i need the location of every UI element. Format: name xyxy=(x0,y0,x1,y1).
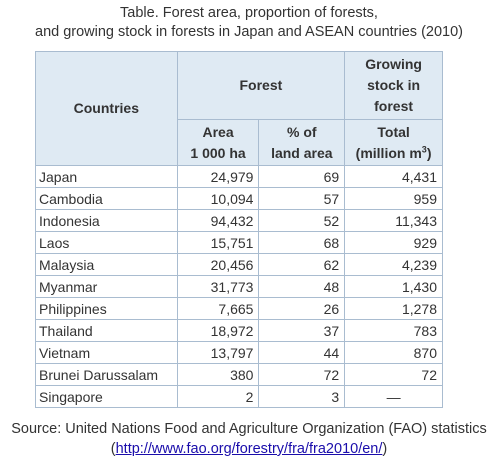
cell-growing-stock: 1,430 xyxy=(344,275,443,298)
source-line-2: (http://www.fao.org/forestry/fra/fra2010… xyxy=(0,439,498,459)
header-total-line-2: (million m3) xyxy=(349,143,438,164)
cell-country: Laos xyxy=(35,231,178,254)
cell-area: 20,456 xyxy=(176,253,260,276)
cell-area: 10,094 xyxy=(176,187,260,210)
header-forest-label: Forest xyxy=(239,77,283,93)
cell-area: 2 xyxy=(176,385,260,408)
source-paren-close: ) xyxy=(382,441,388,457)
header-area: Area 1 000 ha xyxy=(176,119,260,166)
cell-growing-stock: 1,278 xyxy=(344,297,443,320)
cell-country: Malaysia xyxy=(35,253,178,276)
cell-percent-land: 62 xyxy=(258,253,346,276)
cell-percent-land: 44 xyxy=(258,341,346,364)
header-total-line-1: Total xyxy=(377,123,410,140)
header-total-unit: (million m xyxy=(355,144,422,161)
cell-percent-land: 26 xyxy=(258,297,346,320)
table-row: Indonesia 94,432 52 11,343 xyxy=(35,209,443,232)
cell-growing-stock: — xyxy=(344,385,443,408)
header-row-1: Countries Forest Growing stock in forest xyxy=(35,51,443,166)
forest-table: Countries Forest Growing stock in forest… xyxy=(35,51,443,408)
table-row: Brunei Darussalam 380 72 72 xyxy=(35,363,443,386)
cell-country: Philippines xyxy=(35,297,178,320)
caption-line-2: and growing stock in forests in Japan an… xyxy=(35,24,463,40)
table-row: Japan 24,979 69 4,431 xyxy=(35,165,443,188)
table-row: Laos 15,751 68 929 xyxy=(35,231,443,254)
cell-country: Thailand xyxy=(35,319,178,342)
cell-area: 7,665 xyxy=(176,297,260,320)
header-pct-line-2: land area xyxy=(271,144,333,161)
header-growing-line-3: forest xyxy=(374,98,414,114)
cell-country: Indonesia xyxy=(35,209,178,232)
cell-country: Cambodia xyxy=(35,187,178,210)
header-total-superscript: 3 xyxy=(421,143,427,154)
cell-growing-stock: 11,343 xyxy=(344,209,443,232)
caption-line-1: Table. Forest area, proportion of forest… xyxy=(120,5,378,21)
cell-area: 94,432 xyxy=(176,209,260,232)
cell-area: 24,979 xyxy=(176,165,260,188)
source-paren-open: ( xyxy=(110,441,116,457)
cell-country: Brunei Darussalam xyxy=(35,363,178,386)
header-row-2: Area 1 000 ha % of land area Total (mill… xyxy=(36,119,443,166)
cell-percent-land: 57 xyxy=(258,187,346,210)
table-caption: Table. Forest area, proportion of forest… xyxy=(0,4,498,42)
header-countries-label: Countries xyxy=(73,100,139,116)
cell-country: Japan xyxy=(35,165,178,188)
table-row: Myanmar 31,773 48 1,430 xyxy=(35,275,443,298)
cell-country: Myanmar xyxy=(35,275,178,298)
header-growing-line-1: Growing xyxy=(365,56,422,72)
cell-percent-land: 48 xyxy=(258,275,346,298)
header-area-line-2: 1 000 ha xyxy=(190,144,246,161)
cell-area: 18,972 xyxy=(176,319,260,342)
table-row: Philippines 7,665 26 1,278 xyxy=(35,297,443,320)
table-row: Malaysia 20,456 62 4,239 xyxy=(35,253,443,276)
source-line-1: Source: United Nations Food and Agricult… xyxy=(11,421,487,437)
header-countries: Countries xyxy=(35,51,178,166)
table-row: Vietnam 13,797 44 870 xyxy=(35,341,443,364)
table-row: Singapore 2 3— xyxy=(35,385,443,408)
cell-percent-land: 69 xyxy=(258,165,346,188)
cell-percent-land: 68 xyxy=(258,231,346,254)
cell-percent-land: 37 xyxy=(258,319,346,342)
cell-area: 380 xyxy=(176,363,260,386)
header-total: Total (million m3) xyxy=(344,119,443,166)
source-note: Source: United Nations Food and Agricult… xyxy=(0,419,498,459)
cell-growing-stock: 72 xyxy=(344,363,443,386)
header-percent-land: % of land area xyxy=(258,119,346,166)
cell-growing-stock: 4,431 xyxy=(344,165,443,188)
header-forest: Forest xyxy=(176,51,346,120)
cell-percent-land: 72 xyxy=(258,363,346,386)
cell-area: 31,773 xyxy=(176,275,260,298)
cell-growing-stock: 929 xyxy=(344,231,443,254)
cell-growing-stock: 4,239 xyxy=(344,253,443,276)
table-header: Countries Forest Growing stock in forest… xyxy=(35,51,443,166)
header-pct-line-1: % of xyxy=(287,123,317,140)
cell-growing-stock: 959 xyxy=(344,187,443,210)
cell-percent-land: 52 xyxy=(258,209,346,232)
table-row: Cambodia 10,094 57 959 xyxy=(35,187,443,210)
table-body: Japan 24,979 69 4,431 Cambodia 10,094 57 959 Ind… xyxy=(35,165,443,408)
cell-area: 13,797 xyxy=(176,341,260,364)
cell-percent-land: 3 xyxy=(258,385,346,408)
header-growing-line-2: stock in xyxy=(367,77,421,93)
header-area-line-1: Area xyxy=(202,123,234,140)
cell-area: 15,751 xyxy=(176,231,260,254)
source-link[interactable]: http://www.fao.org/forestry/fra/fra2010/… xyxy=(115,441,383,457)
header-growing-stock: Growing stock in forest xyxy=(344,51,443,120)
cell-country: Singapore xyxy=(35,385,178,408)
header-total-close: ) xyxy=(426,144,432,161)
cell-growing-stock: 870 xyxy=(344,341,443,364)
cell-growing-stock: 783 xyxy=(344,319,443,342)
table-row: Thailand 18,972 37 783 xyxy=(35,319,443,342)
cell-country: Vietnam xyxy=(35,341,178,364)
